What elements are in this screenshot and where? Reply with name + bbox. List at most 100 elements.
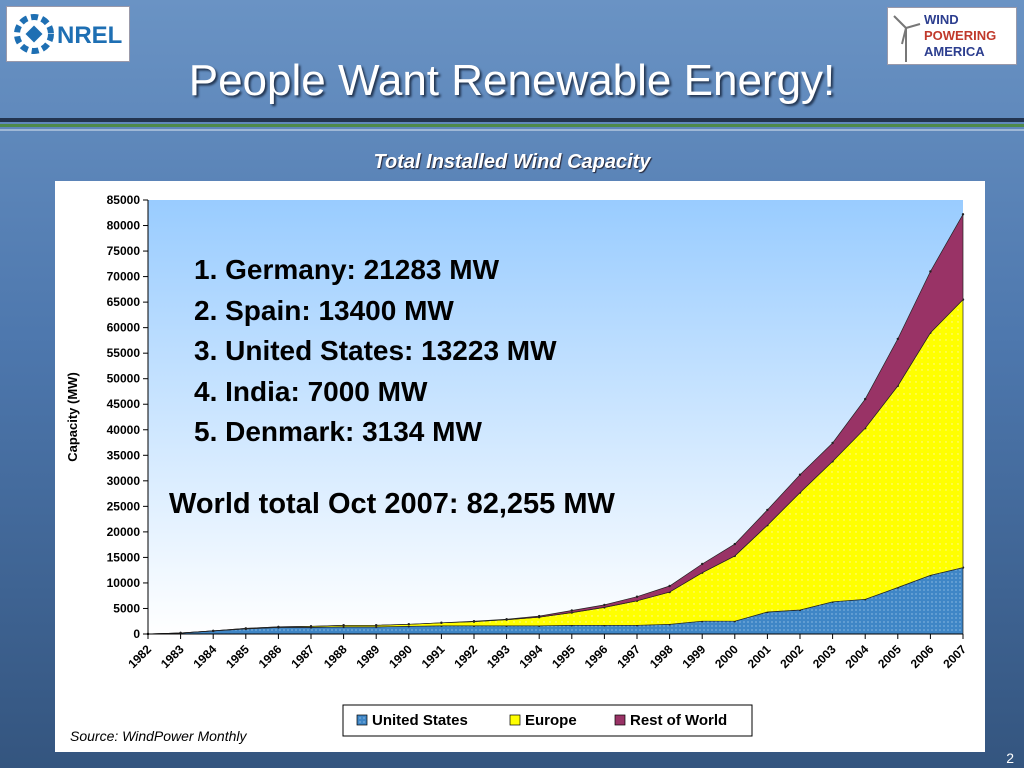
y-tick-label: 25000 [107, 499, 141, 513]
chart-heading: Total Installed Wind Capacity [373, 151, 651, 173]
wpa-line-3: AMERICA [924, 44, 985, 59]
title-divider-light [0, 129, 1024, 131]
data-point [831, 441, 834, 445]
data-point [896, 337, 899, 341]
x-tick-label: 2002 [777, 642, 806, 671]
x-tick-label: 1990 [386, 642, 415, 671]
legend-label: Rest of World [630, 712, 727, 729]
data-point [798, 473, 802, 476]
x-tick-label: 2007 [940, 642, 969, 671]
y-tick-label: 70000 [107, 270, 141, 284]
source-note: Source: WindPower Monthly [70, 728, 247, 744]
x-tick-label: 1997 [614, 642, 643, 671]
y-tick-label: 80000 [107, 219, 141, 233]
nrel-emblem-icon [14, 14, 54, 54]
data-point [570, 609, 573, 612]
data-point [212, 629, 215, 633]
data-point [864, 397, 867, 401]
y-tick-label: 65000 [107, 295, 141, 309]
rank-item: 5. Denmark: 3134 MW [194, 416, 482, 447]
y-tick-label: 10000 [107, 576, 141, 590]
x-tick-label: 1989 [354, 642, 383, 671]
x-tick-label: 1998 [647, 642, 676, 671]
slide-title: People Want Renewable Energy! [188, 56, 836, 105]
data-point [961, 213, 965, 216]
x-tick-label: 1993 [484, 642, 513, 671]
legend-swatch [509, 714, 521, 726]
legend-swatch [614, 714, 626, 726]
rank-item: 4. India: 7000 MW [194, 375, 428, 407]
data-point [603, 603, 606, 607]
world-total: World total Oct 2007: 82,255 MW [169, 488, 615, 520]
nrel-logo: NREL [6, 6, 130, 62]
x-tick-label: 1999 [680, 642, 709, 671]
y-tick-label: 85000 [107, 193, 141, 207]
chart-legend: United States Europe Rest of World [342, 704, 753, 737]
y-tick-label: 15000 [107, 550, 141, 564]
rank-item: 1. Germany: 21283 MW [194, 254, 500, 285]
x-tick-label: 1991 [419, 642, 448, 671]
x-tick-label: 1994 [517, 642, 546, 671]
x-tick-label: 1996 [582, 642, 611, 671]
data-point [733, 542, 736, 546]
y-tick-label: 40000 [107, 423, 141, 437]
data-point [929, 270, 932, 273]
x-tick-label: 2001 [745, 642, 774, 671]
x-tick-label: 2003 [810, 642, 839, 671]
y-axis-label: Capacity (MW) [65, 372, 80, 462]
data-point [472, 620, 476, 623]
data-point [309, 625, 313, 628]
data-point [635, 595, 639, 598]
x-tick-label: 2000 [712, 642, 741, 671]
x-tick-label: 1982 [125, 642, 154, 671]
y-tick-label: 0 [133, 627, 140, 641]
x-tick-label: 1988 [321, 642, 350, 671]
data-point [277, 625, 280, 629]
title-divider [0, 118, 1024, 122]
y-tick-label: 20000 [107, 525, 141, 539]
top-countries-list: 1. Germany: 21283 MW 2. Spain: 13400 MW … [194, 250, 557, 453]
x-tick-label: 2006 [908, 642, 937, 671]
wind-capacity-chart: 0 5000 10000 15000 20000 25000 30000 35000 40000… [65, 193, 969, 737]
y-tick-label: 55000 [107, 346, 141, 360]
rank-item: 3. United States: 13223 MW [194, 335, 557, 366]
y-tick-label: 45000 [107, 397, 141, 411]
chart-panel: 0 5000 10000 15000 20000 25000 30000 35000 40000… [55, 181, 985, 752]
data-point [505, 618, 508, 621]
x-tick-label: 1984 [191, 642, 220, 671]
x-tick-label: 1983 [158, 642, 187, 671]
x-tick-label: 1992 [451, 642, 480, 671]
wind-turbine-icon [893, 15, 921, 62]
data-point [407, 623, 410, 626]
nrel-logo-text: NREL [57, 22, 122, 49]
data-point [375, 624, 378, 627]
x-tick-label: 2005 [875, 642, 904, 671]
legend-label: United States [372, 712, 468, 729]
x-tick-label: 2004 [843, 642, 872, 671]
wpa-line-2: POWERING [924, 28, 996, 43]
data-point [342, 624, 345, 627]
wpa-line-1: WIND [924, 12, 959, 27]
data-point [701, 562, 704, 566]
data-point [538, 614, 541, 618]
x-tick-label: 1995 [549, 642, 578, 671]
x-tick-label: 1987 [288, 642, 317, 671]
data-point [668, 584, 671, 588]
y-tick-label: 60000 [107, 321, 141, 335]
series-rest-of-world [147, 212, 964, 635]
y-tick-label: 35000 [107, 448, 141, 462]
wind-powering-america-logo: WIND POWERING AMERICA [887, 7, 1017, 65]
rank-item: 2. Spain: 13400 MW [194, 294, 454, 326]
legend-label: Europe [525, 712, 577, 729]
y-tick-label: 75000 [107, 244, 141, 258]
x-tick-label: 1985 [223, 642, 252, 671]
legend-swatch [356, 714, 368, 726]
data-point [766, 508, 769, 512]
x-tick-label: 1986 [256, 642, 285, 671]
data-point [244, 627, 247, 630]
data-point [440, 621, 443, 624]
y-tick-label: 50000 [107, 372, 141, 386]
title-divider-accent [0, 124, 1024, 127]
slide-number: 2 [1006, 750, 1014, 766]
y-tick-label: 30000 [107, 474, 141, 488]
